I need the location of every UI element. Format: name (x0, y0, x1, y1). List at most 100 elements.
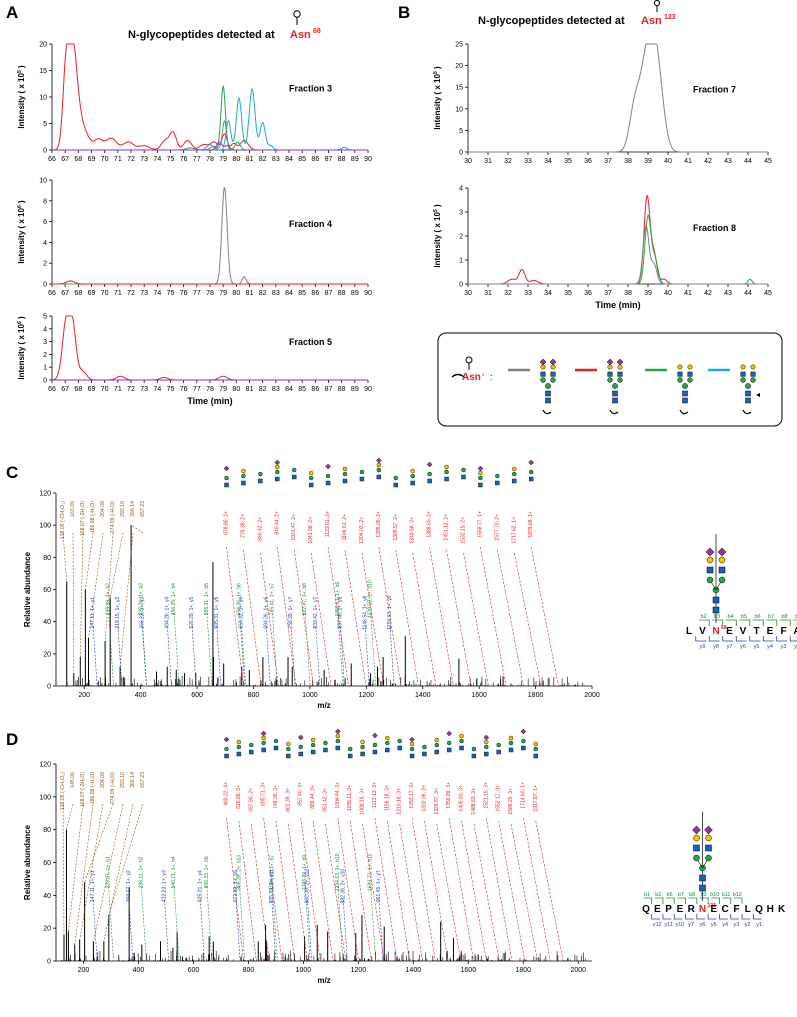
x-tick-label: 35 (564, 158, 572, 165)
sialic-acid-icon (539, 358, 547, 366)
sialic-acid-icon (223, 736, 230, 743)
glycopeptide-guide-line (399, 823, 423, 962)
y-ion-bracket (735, 636, 747, 642)
y-ion-label: 835.89, 2+, y11 (269, 869, 275, 903)
fraction-label: Fraction 8 (693, 223, 736, 233)
b-ion-label: 129.07, 1+, b1 (106, 856, 112, 888)
glcnac-icon (372, 749, 378, 755)
y-ion-label: 147.11, 1+, y1 (90, 597, 96, 629)
y-ion-bracket (651, 914, 660, 920)
b-ion-label: b2 (700, 614, 706, 620)
x-tick-label: 73 (140, 386, 148, 393)
oxonium-ion-label: 366.14 (130, 501, 136, 517)
glcnac-icon (545, 390, 551, 397)
x-tick-label: 70 (101, 290, 109, 297)
glycopeptide-ion-label: 1488.63, 3+ (471, 788, 477, 815)
x-tick-label: 1000 (302, 692, 318, 699)
galactose-icon (444, 464, 449, 470)
x-tick-label: 74 (153, 386, 161, 393)
x-tick-label: 84 (285, 290, 293, 297)
glcnac-icon (261, 747, 266, 753)
b-ion-label: b1 (644, 892, 650, 898)
b-ion-guide-line (239, 613, 245, 687)
y-ion-guide-line (200, 900, 205, 962)
y-ion-guide-line (216, 626, 222, 687)
x-tick-label: 36 (584, 158, 592, 165)
mannose-icon (687, 377, 693, 383)
galactose-icon (342, 466, 348, 472)
glcnac-icon (273, 745, 279, 751)
b-ion-guide-line (141, 886, 147, 962)
galactose-icon (617, 364, 623, 370)
y-ion-label: 147.11, 1+, y1 (90, 870, 96, 902)
x-tick-label: 88 (338, 386, 346, 393)
glycopeptide-ion-label: 1156.18, 3+ (384, 785, 390, 811)
x-tick-label: 36 (584, 290, 592, 297)
x-tick-label: 73 (140, 290, 148, 297)
glcnac-icon (393, 482, 398, 488)
x-tick-label: 31 (484, 158, 492, 165)
panel-letter-a: A (6, 3, 18, 22)
y-ion-label: y6 (740, 644, 746, 650)
y-tick-label: 3 (43, 339, 47, 346)
residue: V (740, 626, 747, 637)
x-tick-label: 80 (232, 156, 240, 163)
glcnac-icon (342, 478, 348, 484)
x-tick-label: 81 (246, 290, 254, 297)
y-tick-label: 40 (43, 619, 51, 626)
b-ion-label: b9 (795, 614, 797, 620)
b-ion-guide-line (173, 886, 180, 962)
mannose-icon (410, 473, 415, 479)
b-ion-guide-line (206, 613, 213, 687)
b-ion-label: 1004.41, 1+, b7 (269, 855, 275, 890)
x-tick-label: 39 (644, 158, 652, 165)
glycopeptide-ion-label: 615.89, 3+ (236, 785, 242, 809)
glycopeptide-ion-label: 695.71, 3+ (261, 782, 267, 806)
glcnac-icon (528, 476, 534, 482)
y-ion-label: y7 (727, 644, 733, 650)
y-tick-label: 8 (43, 198, 47, 205)
y-axis-label: Relative abundance (23, 824, 32, 900)
y-ion-bracket (662, 914, 672, 920)
x-tick-label: 68 (74, 290, 82, 297)
series-line-blue (52, 87, 368, 151)
glycopeptide-guide-line (288, 823, 308, 962)
galactose-icon (335, 733, 341, 739)
y-ion-guide-line (266, 626, 271, 687)
y-ion-bracket (741, 914, 751, 920)
y-axis-label: Intensity ( x 105 ) (433, 204, 442, 268)
x-tick-label: 38 (624, 290, 632, 297)
residue: P (665, 904, 672, 915)
y-ion-guide-line (389, 626, 395, 687)
glycopeptide-ion-label: 1405.60, 3+ (459, 785, 465, 812)
x-tick-label: 83 (272, 156, 280, 163)
glycan-stub-icon (653, 0, 661, 7)
y-tick-label: 0 (459, 150, 463, 157)
x-tick-label: 67 (61, 156, 69, 163)
x-tick-label: 88 (338, 290, 346, 297)
b-ion-label: 456.25, 1+, b4 (171, 583, 177, 615)
y-ion-label: y3 (781, 644, 787, 650)
fraction-label: Fraction 3 (289, 84, 332, 94)
y-ion-label: 892.39, 2+, y10 (340, 869, 346, 904)
residue: L (686, 626, 692, 637)
sialic-acid-icon (549, 358, 557, 366)
mannose-icon (323, 740, 328, 746)
y-ion-bracket (696, 914, 706, 920)
y-ion-bracket (673, 914, 683, 920)
mannose-icon (446, 740, 452, 746)
glcnac-icon (484, 751, 489, 757)
glycopeptide-guide-line (238, 820, 257, 962)
glycopeptide-ion-label: 951.42, 3+ (322, 788, 328, 812)
x-tick-label: 83 (272, 290, 280, 297)
y-tick-label: 20 (43, 926, 51, 933)
b-ion-label: 922.47, 1+, b8 (302, 583, 308, 615)
galactose-icon (740, 364, 746, 370)
glycopeptide-guide-line (277, 546, 297, 687)
y-ion-guide-line (128, 900, 134, 962)
x-tick-label: 84 (285, 386, 293, 393)
y-ion-guide-line (142, 626, 147, 687)
panel-a-site: Asn (290, 29, 311, 41)
glcnac-icon (397, 745, 402, 751)
